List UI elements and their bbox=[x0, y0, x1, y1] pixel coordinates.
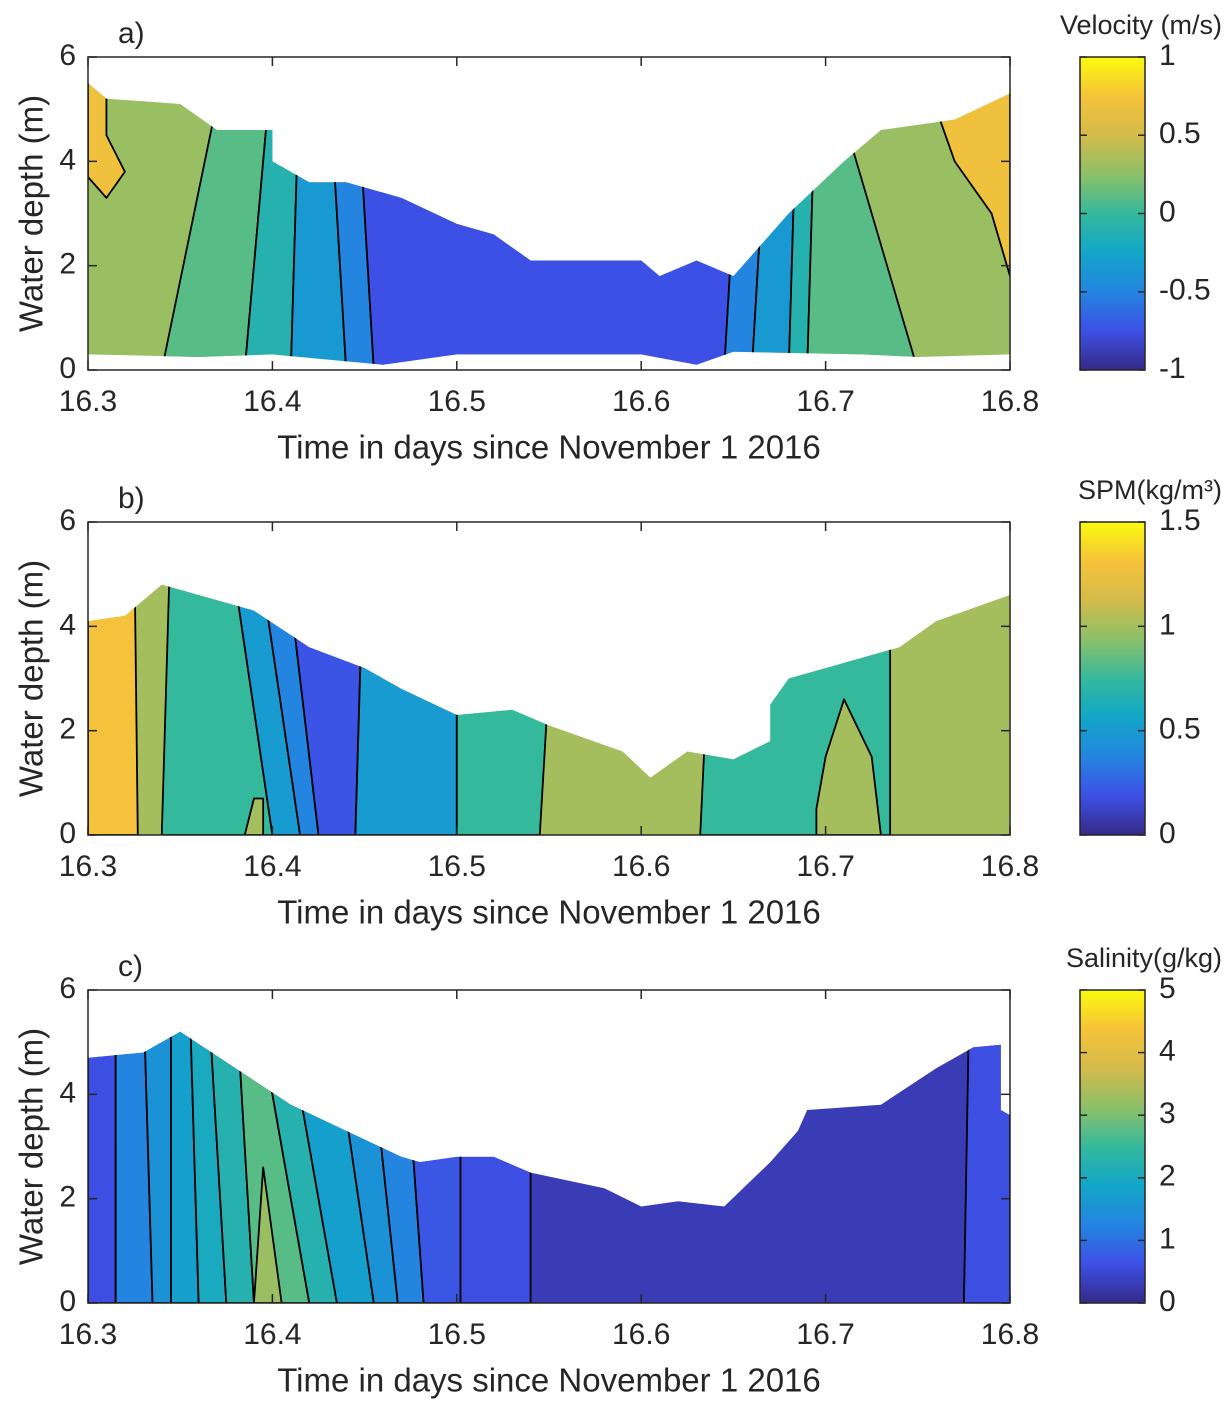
contour-region bbox=[88, 584, 139, 835]
x-axis-label: Time in days since November 1 2016 bbox=[277, 894, 821, 931]
colorbar-tick-label: 1 bbox=[1159, 39, 1176, 72]
colorbar-tick-label: 0.5 bbox=[1159, 713, 1201, 746]
x-tick-label: 16.6 bbox=[612, 385, 670, 418]
x-tick-label: 16.4 bbox=[243, 850, 301, 883]
axes-box bbox=[87, 521, 1011, 836]
colorbar-tick-label: 5 bbox=[1159, 972, 1176, 1005]
y-tick-label: 2 bbox=[59, 248, 76, 281]
contour-region bbox=[206, 1031, 255, 1303]
axes-box bbox=[87, 56, 1011, 371]
y-tick-label: 6 bbox=[59, 972, 76, 1005]
y-axis-label: Water depth (m) bbox=[13, 95, 50, 332]
y-tick-label: 4 bbox=[59, 143, 76, 176]
contour-region bbox=[243, 797, 265, 835]
contour-field bbox=[88, 584, 1010, 835]
x-tick-label: 16.5 bbox=[428, 850, 486, 883]
contour-region bbox=[253, 1166, 283, 1303]
x-axis-label: Time in days since November 1 2016 bbox=[277, 1362, 821, 1399]
x-tick-label: 16.4 bbox=[243, 385, 301, 418]
y-tick-label: 6 bbox=[59, 39, 76, 72]
colorbar-tick-label: 3 bbox=[1159, 1097, 1176, 1130]
contour-region bbox=[160, 584, 274, 835]
colorbar-tick-label: 0 bbox=[1159, 817, 1176, 850]
contour-region bbox=[815, 698, 882, 835]
y-tick-label: 0 bbox=[59, 1285, 76, 1318]
colorbar-tick-label: 0.5 bbox=[1159, 117, 1201, 150]
colorbar-label: SPM(kg/m³) bbox=[1078, 475, 1222, 505]
x-tick-label: 16.8 bbox=[981, 850, 1039, 883]
y-axis-label: Water depth (m) bbox=[13, 1028, 50, 1265]
contour-field bbox=[88, 1031, 1010, 1303]
x-tick-label: 16.6 bbox=[612, 850, 670, 883]
contour-region bbox=[354, 584, 458, 835]
contour-region bbox=[188, 1031, 228, 1303]
contour-field bbox=[88, 83, 1010, 365]
x-tick-label: 16.7 bbox=[796, 850, 854, 883]
x-tick-label: 16.7 bbox=[796, 385, 854, 418]
y-axis-label: Water depth (m) bbox=[13, 560, 50, 797]
contour-region bbox=[160, 83, 274, 365]
colorbar-tick-label: 0 bbox=[1159, 195, 1176, 228]
colorbar-tick-label: -0.5 bbox=[1159, 274, 1211, 307]
y-tick-label: 0 bbox=[59, 817, 76, 850]
colorbar-tick-label: 0 bbox=[1159, 1285, 1176, 1318]
x-axis-label: Time in days since November 1 2016 bbox=[277, 429, 821, 466]
colorbar-tick-label: 4 bbox=[1159, 1035, 1176, 1068]
contour-region bbox=[963, 1031, 1010, 1303]
panel-title: a) bbox=[118, 17, 145, 50]
contour-region bbox=[455, 584, 560, 835]
x-tick-label: 16.5 bbox=[428, 1318, 486, 1351]
contour-region bbox=[88, 1031, 117, 1303]
panel-title: c) bbox=[118, 950, 143, 983]
contour-region bbox=[88, 83, 126, 199]
colorbar-label: Salinity(g/kg) bbox=[1066, 943, 1222, 973]
x-tick-label: 16.3 bbox=[59, 385, 117, 418]
x-tick-label: 16.7 bbox=[796, 1318, 854, 1351]
axes-box bbox=[87, 989, 1011, 1304]
contour-region bbox=[170, 1031, 200, 1303]
contour-region bbox=[459, 1031, 532, 1303]
colorbar-tick-label: 1 bbox=[1159, 1222, 1176, 1255]
x-tick-label: 16.5 bbox=[428, 385, 486, 418]
x-tick-label: 16.3 bbox=[59, 850, 117, 883]
colorbar bbox=[1079, 56, 1146, 371]
contour-region bbox=[114, 1031, 154, 1303]
colorbar bbox=[1079, 989, 1146, 1304]
panel-title: b) bbox=[118, 482, 145, 515]
colorbar-tick-label: 2 bbox=[1159, 1160, 1176, 1193]
x-tick-label: 16.3 bbox=[59, 1318, 117, 1351]
colorbar-tick-label: 1 bbox=[1159, 608, 1176, 641]
y-tick-label: 4 bbox=[59, 1076, 76, 1109]
y-tick-label: 2 bbox=[59, 713, 76, 746]
colorbar-label: Velocity (m/s) bbox=[1060, 10, 1222, 40]
contour-region bbox=[354, 83, 744, 365]
colorbar-tick-label: 1.5 bbox=[1159, 504, 1201, 537]
y-tick-label: 2 bbox=[59, 1181, 76, 1214]
colorbar-tick-label: -1 bbox=[1159, 352, 1186, 385]
y-tick-label: 6 bbox=[59, 504, 76, 537]
x-tick-label: 16.6 bbox=[612, 1318, 670, 1351]
colorbar bbox=[1079, 521, 1146, 836]
y-tick-label: 0 bbox=[59, 352, 76, 385]
x-tick-label: 16.4 bbox=[243, 1318, 301, 1351]
x-tick-label: 16.8 bbox=[981, 385, 1039, 418]
x-tick-label: 16.8 bbox=[981, 1318, 1039, 1351]
contour-region bbox=[142, 1031, 172, 1303]
y-tick-label: 4 bbox=[59, 608, 76, 641]
